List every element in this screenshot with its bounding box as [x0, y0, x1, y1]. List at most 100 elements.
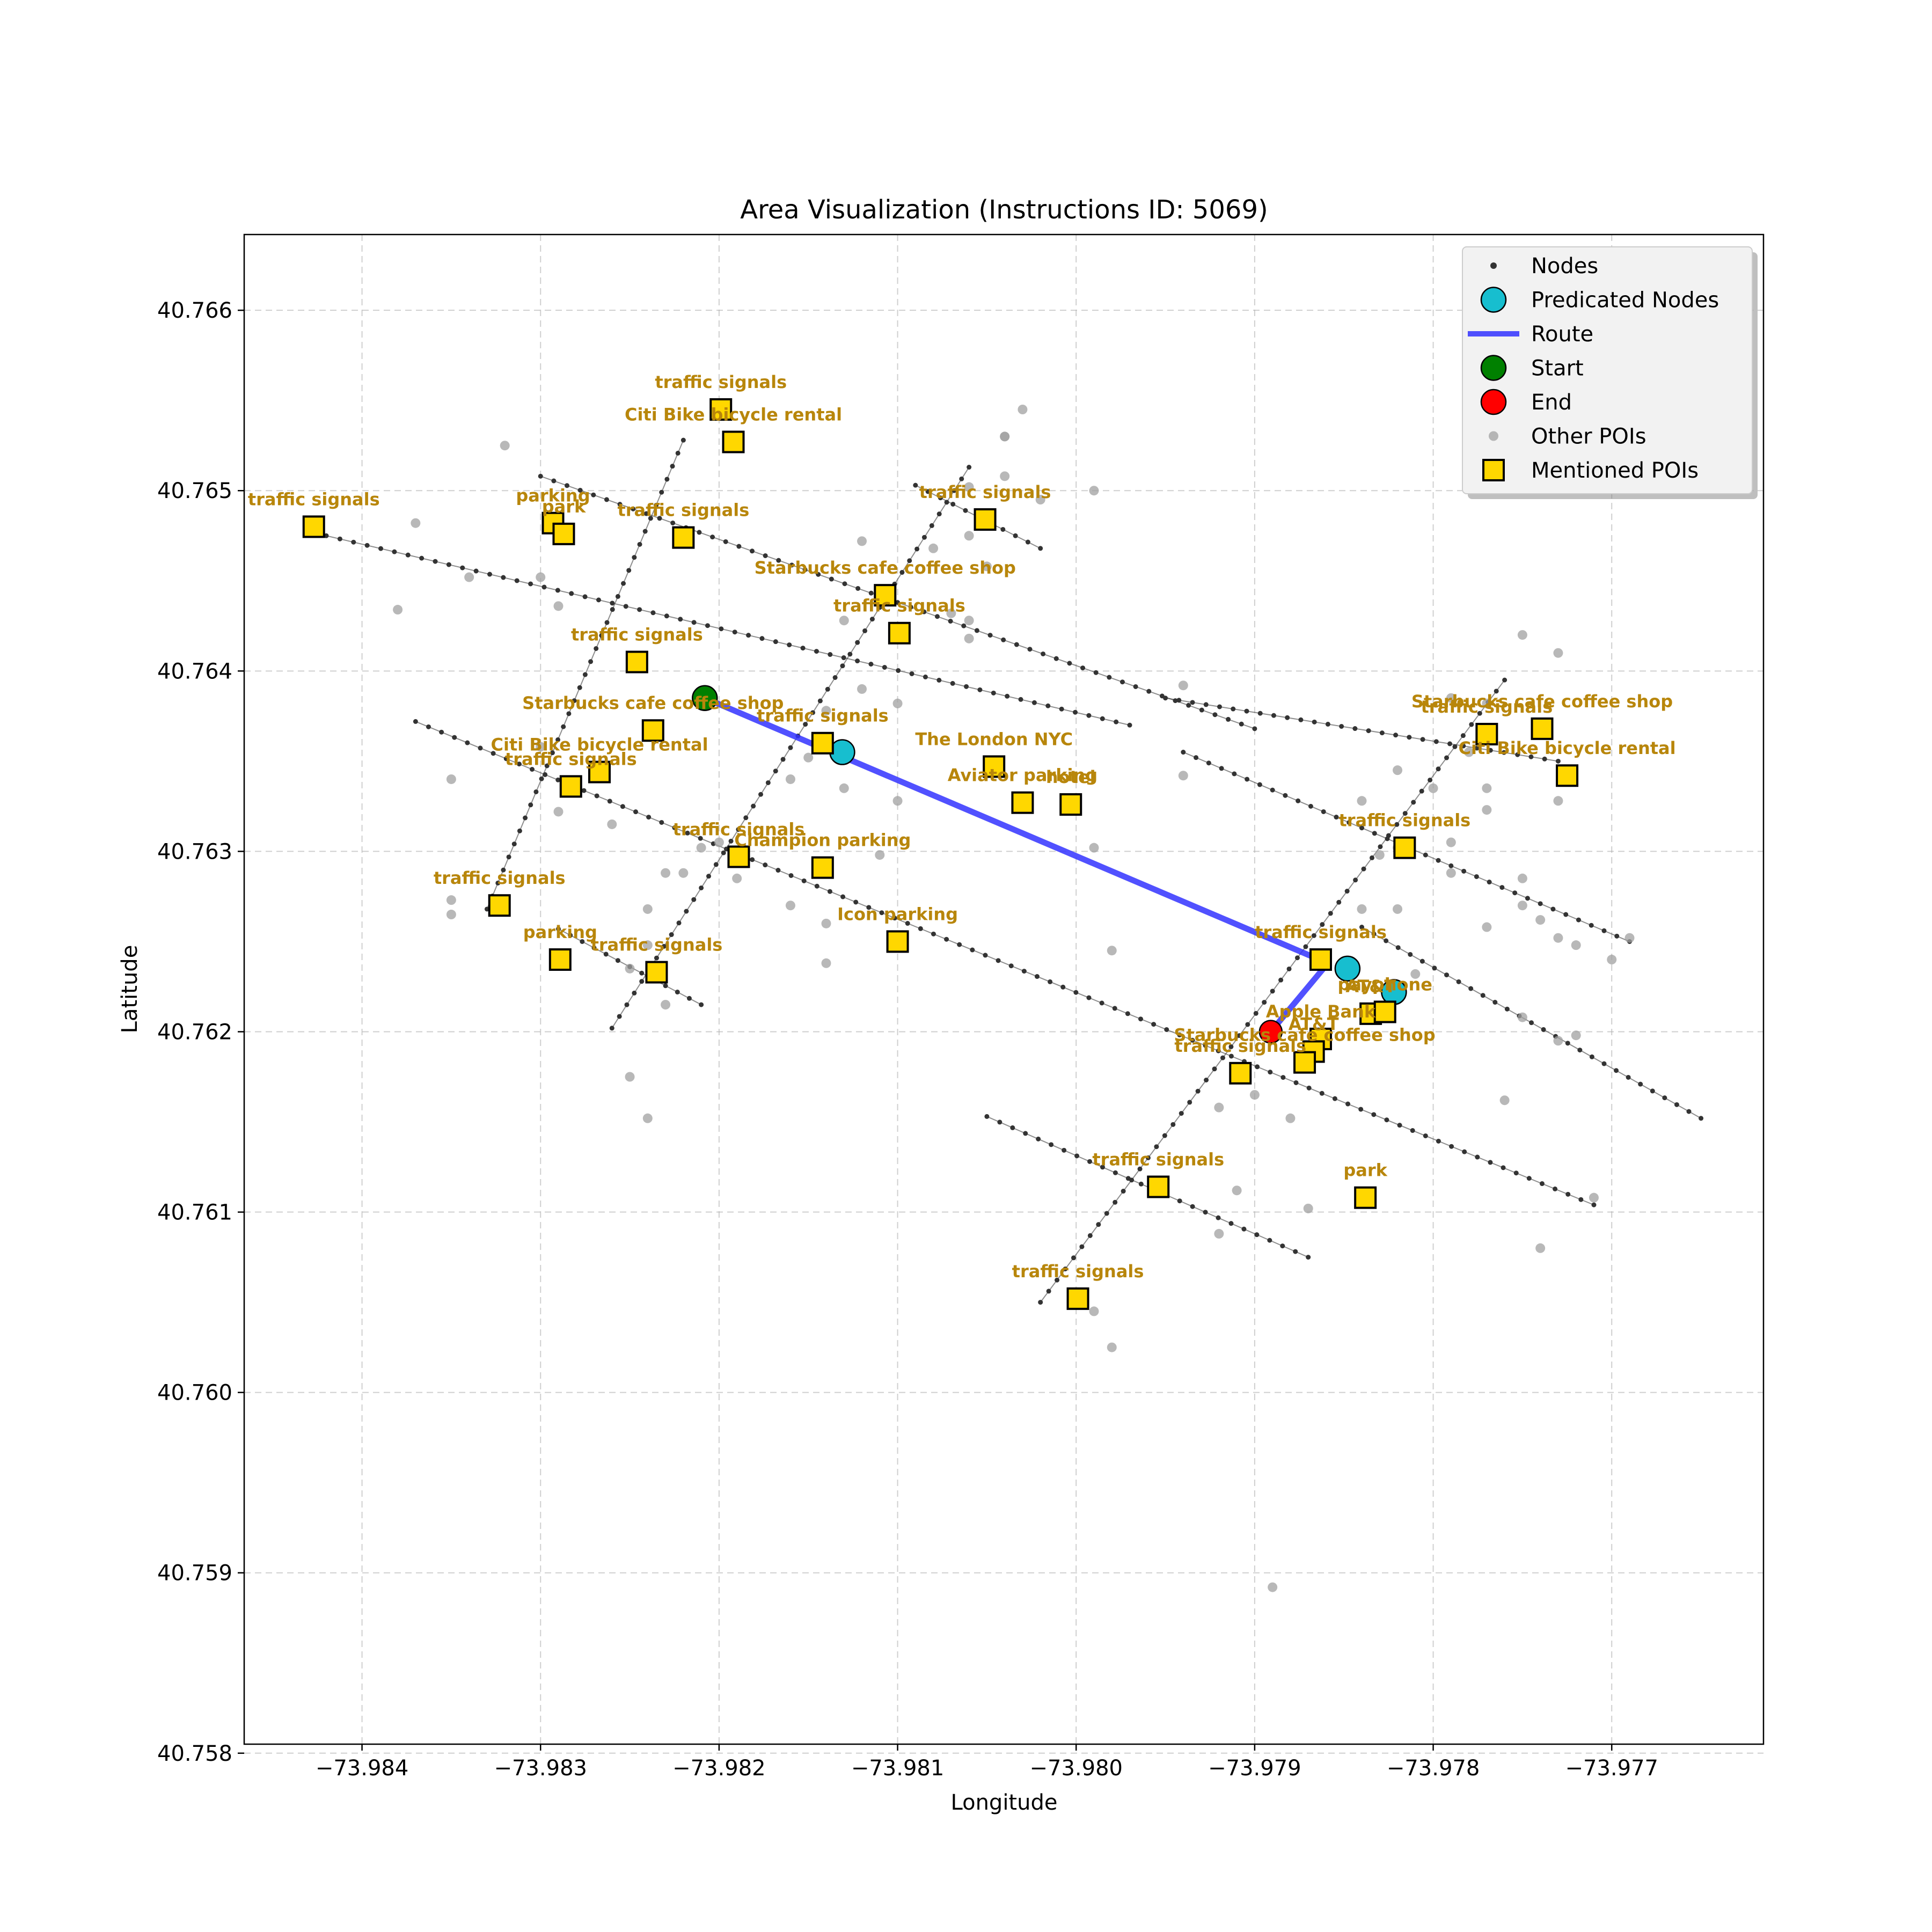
street-node: [594, 646, 599, 651]
street-node: [1448, 863, 1454, 868]
street-node: [544, 763, 550, 769]
other-poi-point: [1018, 404, 1028, 414]
poi-label: Citi Bike bicycle rental: [491, 735, 708, 755]
street-node: [1151, 1022, 1157, 1027]
street-node: [1190, 1037, 1195, 1043]
y-tick-label: 40.759: [157, 1561, 232, 1586]
poi-label: traffic signals: [833, 596, 965, 616]
poi-label: Citi Bike bicycle rental: [625, 404, 842, 425]
street-node: [1436, 1138, 1441, 1144]
street-node: [1488, 748, 1493, 753]
street-node: [840, 894, 846, 899]
street-node: [1386, 833, 1391, 838]
street-node: [1293, 1249, 1298, 1254]
street-node: [419, 555, 425, 561]
street-node: [959, 476, 964, 481]
mentioned-poi-marker: [672, 526, 695, 549]
street-node: [670, 520, 676, 525]
street-node: [1062, 1147, 1067, 1153]
poi-label: Citi Bike bicycle rental: [1459, 738, 1676, 758]
legend-marker-end: [1480, 389, 1507, 415]
poi-label: traffic signals: [1338, 810, 1470, 831]
other-poi-point: [661, 1000, 671, 1010]
street-node: [1320, 922, 1325, 927]
street-node: [1408, 952, 1413, 957]
street-node: [1456, 979, 1461, 984]
street-node: [439, 729, 444, 735]
street-node: [996, 958, 1001, 963]
street-node: [810, 710, 816, 715]
mentioned-poi-marker: [1475, 722, 1498, 745]
street-node: [1480, 993, 1485, 998]
street-node: [751, 803, 756, 809]
poi-label: Starbucks cafe coffee shop: [1411, 691, 1673, 712]
street-node: [1626, 1074, 1631, 1080]
other-poi-point: [1214, 1102, 1224, 1113]
street-node: [1444, 972, 1450, 978]
street-node: [1219, 766, 1224, 771]
street-node: [663, 983, 668, 989]
street-node: [1187, 1100, 1192, 1105]
other-poi-point: [446, 910, 456, 920]
street-node: [1239, 721, 1244, 727]
street-node: [736, 544, 742, 549]
street-node: [1262, 1000, 1267, 1005]
street-node: [657, 516, 662, 521]
street-node: [948, 618, 953, 624]
street-node: [637, 607, 642, 612]
street-node: [1501, 750, 1506, 755]
street-node: [1036, 1136, 1041, 1141]
street-node: [1073, 990, 1079, 995]
street-node: [1436, 858, 1441, 863]
street-node: [670, 464, 675, 469]
street-node: [514, 578, 519, 583]
street-node: [1206, 760, 1211, 766]
other-poi-point: [464, 572, 474, 582]
street-node: [895, 600, 901, 605]
street-node: [1366, 728, 1371, 734]
street-node: [759, 636, 765, 641]
poi-label: The London NYC: [915, 729, 1073, 749]
street-node: [452, 735, 457, 740]
street-node: [710, 535, 715, 540]
street-node: [1067, 661, 1072, 666]
street-node: [1031, 700, 1037, 705]
street-node: [1432, 965, 1437, 971]
mentioned-poi-marker: [588, 760, 611, 784]
street-node: [1359, 925, 1364, 930]
street-node: [1477, 711, 1482, 716]
y-tick-label: 40.761: [157, 1201, 232, 1225]
street-node: [698, 836, 703, 841]
street-node: [952, 488, 957, 493]
start-marker: [692, 685, 718, 711]
end-marker: [1258, 1020, 1283, 1044]
street-node: [750, 548, 755, 554]
other-poi-point: [1357, 904, 1367, 914]
other-poi-point: [857, 684, 867, 694]
street-node: [828, 652, 833, 657]
street-node: [1252, 726, 1257, 731]
street-node: [680, 437, 686, 443]
street-node: [615, 594, 620, 599]
street-node: [1146, 689, 1152, 694]
legend-marker-start: [1480, 355, 1507, 381]
street-node: [1133, 684, 1138, 689]
street-node: [617, 502, 623, 507]
street-node: [803, 722, 808, 727]
node-markers: [692, 685, 1407, 1044]
street-node: [691, 897, 697, 902]
street-node: [1113, 1199, 1118, 1205]
street-node: [750, 857, 755, 862]
street-node: [1452, 744, 1458, 749]
street-node: [473, 568, 479, 574]
street-node: [743, 815, 749, 821]
other-poi-point: [1517, 630, 1527, 640]
street-node: [610, 601, 615, 606]
street-node: [580, 939, 585, 944]
poi-label: traffic signals: [1255, 922, 1387, 942]
street-node: [1204, 1078, 1209, 1083]
mentioned-poi-marker: [983, 755, 1006, 778]
street-node: [1087, 1233, 1093, 1238]
street-node: [1577, 1048, 1583, 1053]
